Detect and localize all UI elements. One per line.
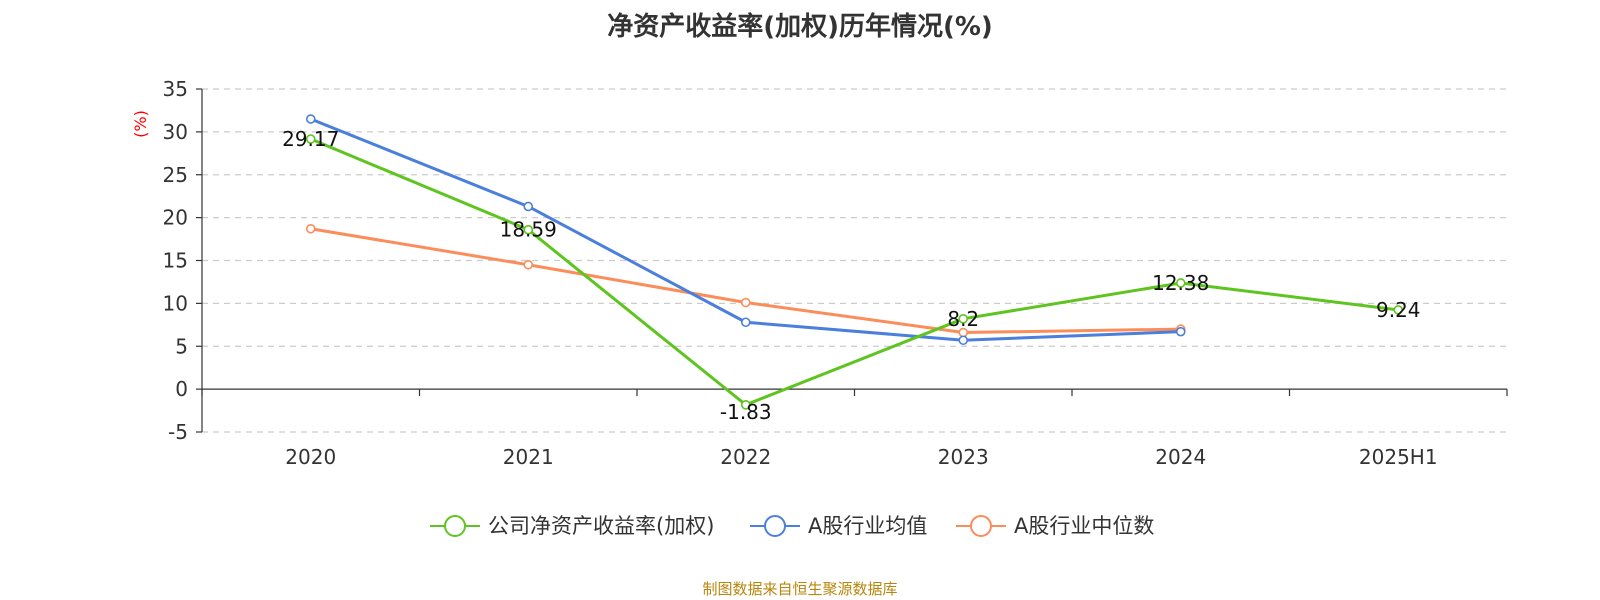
legend-marker [970, 515, 992, 537]
data-point [958, 335, 969, 346]
legend-marker [444, 515, 466, 537]
axes: -5 0 5 10 15 20 25 30 35 2020 2021 2022 2023 2024 2025… [163, 77, 1508, 469]
y-tick-label: -5 [168, 420, 188, 444]
data-point [1393, 305, 1404, 315]
data-point [740, 317, 751, 328]
data-label: 12.38 [1152, 271, 1209, 295]
data-point [958, 314, 969, 324]
y-tick-label: 0 [175, 377, 188, 401]
y-tick-label: 30 [163, 120, 188, 144]
y-tick-label: 15 [163, 249, 188, 273]
data-label: 9.24 [1376, 298, 1421, 322]
y-tick-label: 20 [163, 206, 188, 230]
data-point [523, 224, 534, 235]
x-tick-label: 2022 [720, 445, 771, 469]
series-line [310, 227, 1181, 335]
legend: 公司净资产收益率(加权) A股行业均值 A股行业中位数 [430, 514, 1154, 538]
series-line [310, 137, 1399, 407]
data-point [740, 297, 751, 308]
chart-title: 净资产收益率(加权)历年情况(%) [607, 12, 993, 42]
legend-marker [764, 515, 786, 537]
y-axis-unit-label: (%) [131, 110, 150, 138]
data-point [740, 400, 751, 410]
data-label: -1.83 [720, 400, 772, 424]
data-point [305, 114, 316, 124]
x-tick-label: 2025H1 [1359, 445, 1438, 469]
y-tick-label: 10 [163, 291, 188, 315]
series [305, 114, 1404, 410]
data-point [305, 134, 316, 144]
x-tick-label: 2024 [1155, 445, 1206, 469]
y-tick-label: 35 [163, 77, 188, 101]
grid-lines [202, 88, 1507, 433]
data-point [1175, 278, 1186, 288]
data-point [523, 259, 534, 270]
source-note: 制图数据来自恒生聚源数据库 [702, 580, 898, 598]
data-point [523, 201, 534, 212]
x-tick-label: 2023 [938, 445, 989, 469]
data-label: 29.17 [282, 127, 339, 151]
data-point [305, 223, 316, 234]
legend-label: 公司净资产收益率(加权) [488, 514, 714, 538]
data-label: 18.59 [500, 218, 557, 242]
data-label: 8.2 [947, 307, 979, 331]
data-labels: 29.17 18.59 -1.83 8.2 12.38 9.24 [282, 127, 1420, 424]
y-tick-label: 25 [163, 163, 188, 187]
x-tick-label: 2021 [503, 445, 554, 469]
legend-label: A股行业中位数 [1014, 514, 1154, 538]
data-point [1175, 326, 1186, 337]
x-tick-label: 2020 [285, 445, 336, 469]
legend-label: A股行业均值 [808, 514, 927, 538]
y-tick-label: 5 [175, 334, 188, 358]
